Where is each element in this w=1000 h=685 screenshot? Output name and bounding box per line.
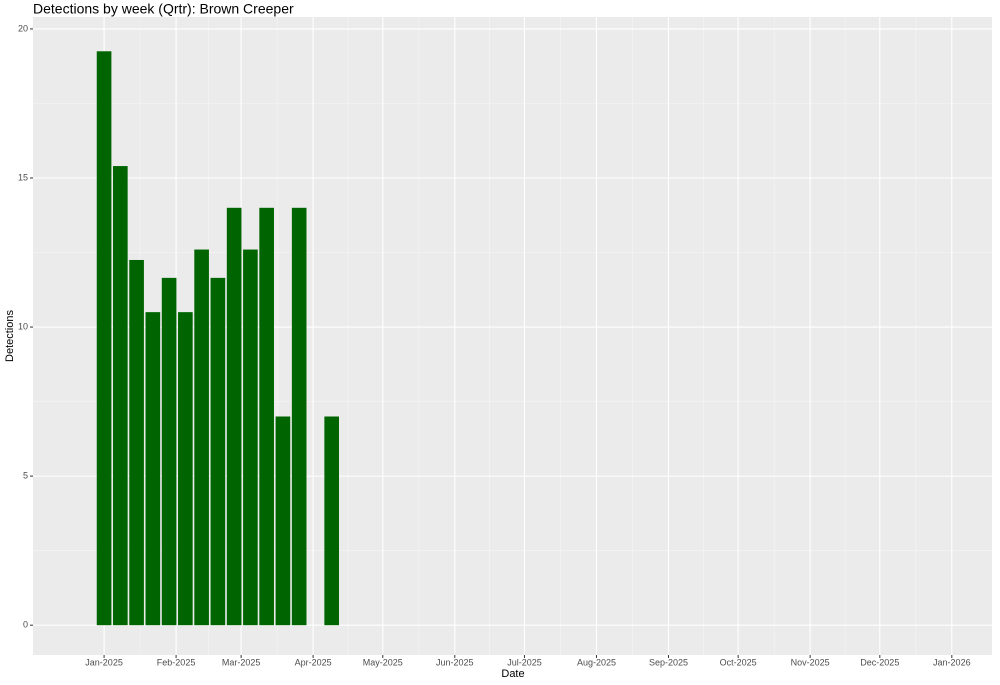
y-tick-label: 5 <box>23 470 28 480</box>
bars <box>96 51 340 626</box>
bar <box>145 312 161 626</box>
bar <box>210 277 226 626</box>
x-tick-label: Mar-2025 <box>222 657 261 667</box>
panel <box>33 17 992 655</box>
bar <box>129 259 144 626</box>
y-tick-label: 15 <box>18 172 28 182</box>
y-axis-title: Detections <box>4 310 16 362</box>
x-tick-label: Jan-2026 <box>933 657 971 667</box>
bar <box>324 416 340 626</box>
x-tick-label: Dec-2025 <box>860 657 899 667</box>
bar <box>161 277 177 626</box>
chart-title: Detections by week (Qrtr): Brown Creeper <box>33 1 294 17</box>
bar <box>113 166 128 626</box>
y-tick-label: 10 <box>18 321 28 331</box>
x-axis-title: Date <box>501 668 524 680</box>
x-tick-label: Jul-2025 <box>507 657 542 667</box>
x-tick-label: Sep-2025 <box>649 657 688 667</box>
bar <box>194 249 209 626</box>
bar <box>243 249 258 626</box>
x-tick-label: Feb-2025 <box>157 657 196 667</box>
x-tick-label: Jun-2025 <box>436 657 474 667</box>
y-tick-label: 20 <box>18 23 28 33</box>
bar <box>275 416 291 626</box>
bar <box>226 207 242 626</box>
x-tick-label: May-2025 <box>363 657 403 667</box>
bar <box>291 207 307 626</box>
x-tick-label: Nov-2025 <box>791 657 830 667</box>
x-tick-label: Jan-2025 <box>85 657 123 667</box>
x-tick-label: Oct-2025 <box>720 657 757 667</box>
bar <box>178 312 193 626</box>
bar <box>259 207 274 626</box>
y-tick-label: 0 <box>23 620 28 630</box>
x-tick-label: Apr-2025 <box>295 657 332 667</box>
bar <box>96 51 112 626</box>
x-tick-label: Aug-2025 <box>577 657 616 667</box>
